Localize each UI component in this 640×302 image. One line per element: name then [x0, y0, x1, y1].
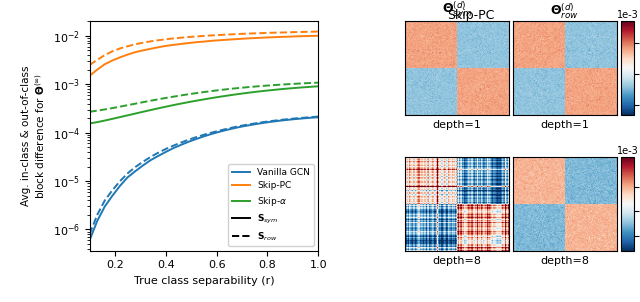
X-axis label: depth=1: depth=1	[433, 120, 481, 130]
X-axis label: depth=1: depth=1	[541, 120, 589, 130]
Title: 1e-3: 1e-3	[616, 10, 638, 20]
Title: $\mathbf{\Theta}^{(d)}_{sym}$: $\mathbf{\Theta}^{(d)}_{sym}$	[442, 0, 472, 21]
Title: $\mathbf{\Theta}^{(d)}_{row}$: $\mathbf{\Theta}^{(d)}_{row}$	[550, 2, 579, 21]
Title: 1e-3: 1e-3	[616, 146, 638, 156]
Text: Skip-PC: Skip-PC	[447, 9, 494, 22]
Legend: Vanilla GCN, Skip-PC, Skip-$\alpha$, $\mathbf{S}_{sym}$, $\mathbf{S}_{row}$: Vanilla GCN, Skip-PC, Skip-$\alpha$, $\m…	[228, 164, 314, 246]
X-axis label: True class separability (r): True class separability (r)	[134, 276, 274, 286]
X-axis label: depth=8: depth=8	[540, 256, 589, 266]
Y-axis label: Avg. in-class & out-of-class
block difference for $\mathbf{\Theta}^{(\infty)}$: Avg. in-class & out-of-class block diffe…	[21, 66, 47, 206]
X-axis label: depth=8: depth=8	[433, 256, 481, 266]
